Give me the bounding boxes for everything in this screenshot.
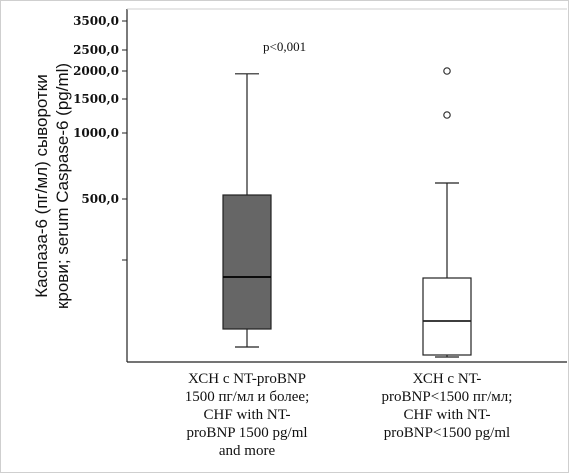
x-category-label-1-line: proBNP 1500 pg/ml: [186, 425, 307, 441]
x-category-label-1-line: CHF with NT-: [204, 407, 291, 423]
p-value-annotation: p<0,001: [263, 39, 306, 54]
x-category-label-2-line: proBNP<1500 pg/ml: [384, 425, 510, 441]
y-tick-label: 1500,0: [73, 92, 119, 106]
box-series: [222, 67, 472, 358]
box-iqr: [422, 277, 472, 356]
y-axis-title-line-1: Каспаза-6 (пг/мл) сыворотки: [32, 74, 51, 297]
x-category-label-1-line: ХСН с NT-proBNP: [188, 371, 306, 387]
x-category-label-2: ХСН с NT- proBNP<1500 пг/мл; CHF with NT…: [382, 371, 513, 441]
y-axis-title-line-2: крови; serum Caspase-6 (pg/ml): [53, 63, 72, 309]
outlier-point: [443, 111, 451, 119]
outlier-point: [443, 67, 451, 75]
x-category-label-1: ХСН с NT-proBNP 1500 пг/мл и более; CHF …: [185, 371, 310, 459]
y-ticks: 3500,0 2500,0 2000,0 1500,0 1000,0 500,0: [73, 14, 127, 261]
y-tick-label: 2000,0: [73, 64, 119, 78]
y-tick-label: 3500,0: [73, 14, 119, 28]
x-category-label-1-line: 1500 пг/мл и более;: [185, 389, 310, 405]
y-tick-label: 500,0: [81, 192, 119, 206]
y-tick-label: 1000,0: [73, 126, 119, 140]
box-iqr: [222, 194, 272, 330]
y-axis-title: Каспаза-6 (пг/мл) сыворотки крови; serum…: [32, 63, 72, 309]
x-category-label-1-line: and more: [219, 443, 276, 459]
y-tick-label: 2500,0: [73, 43, 119, 57]
x-category-label-2-line: ХСН с NT-: [413, 371, 482, 387]
x-category-label-2-line: proBNP<1500 пг/мл;: [382, 389, 513, 405]
x-category-label-2-line: CHF with NT-: [404, 407, 491, 423]
plot-frame: [126, 8, 567, 363]
